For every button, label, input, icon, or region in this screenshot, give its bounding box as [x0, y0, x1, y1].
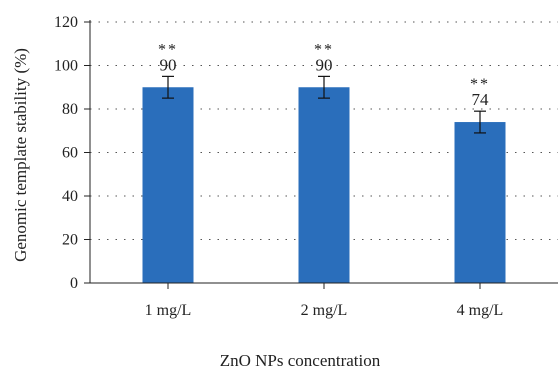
- bars: [142, 75, 506, 283]
- significance-marker: **: [470, 76, 490, 93]
- x-tick-label: 4 mg/L: [457, 302, 504, 319]
- data-label: 74: [472, 90, 490, 109]
- y-tick-label: 20: [62, 232, 78, 249]
- x-axis-title: ZnO NPs concentration: [220, 351, 381, 370]
- x-tick-label: 2 mg/L: [301, 302, 348, 319]
- y-tick-label: 0: [70, 275, 78, 292]
- y-tick-label: 100: [54, 58, 78, 75]
- y-axis-title: Genomic template stability (%): [11, 48, 30, 262]
- x-tick-label: 1 mg/L: [145, 302, 192, 319]
- axes: [84, 20, 558, 289]
- y-tick-label: 60: [62, 145, 78, 162]
- bar: [454, 122, 506, 283]
- y-tick-label: 80: [62, 101, 78, 118]
- bar: [142, 87, 194, 283]
- data-label: 90: [160, 55, 177, 74]
- y-tick-label: 40: [62, 188, 78, 205]
- y-tick-label: 120: [54, 14, 78, 31]
- data-label: 90: [316, 55, 333, 74]
- significance-marker: **: [158, 41, 178, 58]
- significance-marker: **: [314, 41, 334, 58]
- bar: [298, 87, 350, 283]
